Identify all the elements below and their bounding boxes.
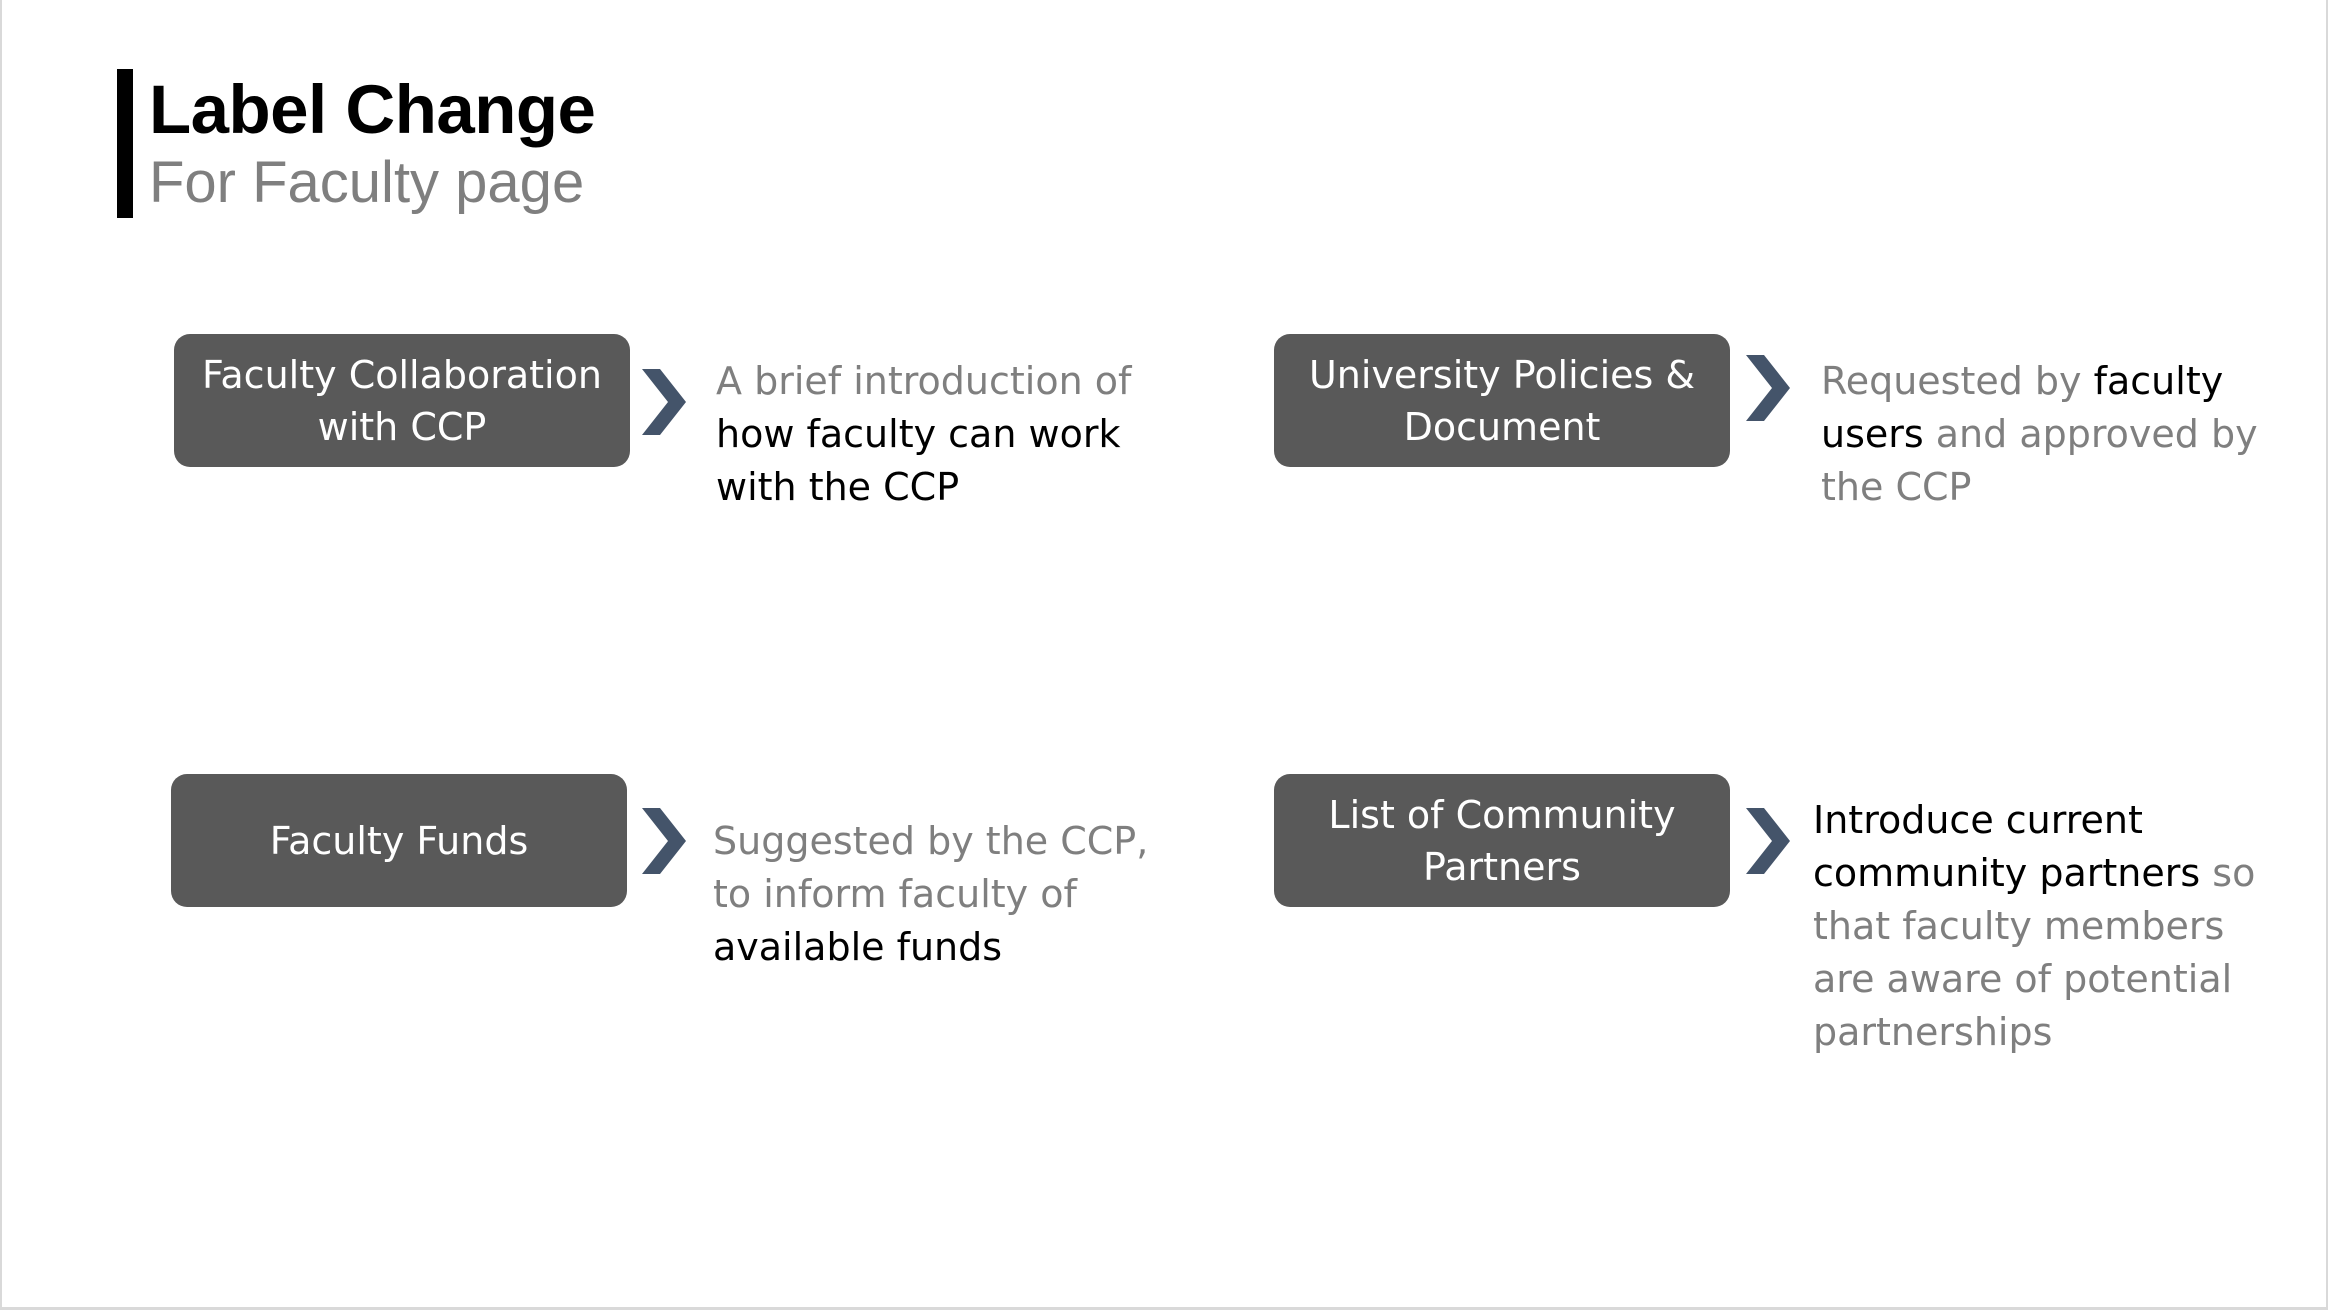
desc-line: A brief introduction of (716, 359, 1132, 403)
label-text: Faculty Collaboration with CCP (202, 352, 602, 449)
slide-title: Label Change (149, 71, 596, 148)
chevron-right-icon (642, 369, 686, 435)
label-faculty-funds: Faculty Funds (171, 774, 627, 907)
description-faculty-collaboration: A brief introduction of how faculty can … (716, 355, 1136, 514)
desc-line: are aware of potential (1813, 957, 2233, 1001)
label-community-partners: List of Community Partners (1274, 774, 1730, 907)
label-text: University Policies & Document (1308, 352, 1696, 449)
chevron-right-icon (1746, 355, 1790, 421)
desc-line: available funds (713, 925, 1003, 969)
chevron-right-icon (642, 808, 686, 874)
desc-line: partnerships (1813, 1010, 2053, 1054)
label-university-policies: University Policies & Document (1274, 334, 1730, 467)
desc-line: that faculty members (1813, 904, 2225, 948)
desc-line: how faculty can work (716, 412, 1121, 456)
desc-line: Introduce current (1813, 798, 2143, 842)
desc-line: users and approved by (1821, 412, 2258, 456)
desc-line: to inform faculty of (713, 872, 1077, 916)
title-accent-bar (117, 69, 133, 218)
desc-line: with the CCP (716, 465, 960, 509)
description-university-policies: Requested by faculty users and approved … (1821, 355, 2258, 514)
desc-line: community partners so (1813, 851, 2256, 895)
slide-subtitle: For Faculty page (149, 150, 585, 215)
description-community-partners: Introduce current community partners so … (1813, 794, 2256, 1059)
desc-line: Requested by faculty (1821, 359, 2224, 403)
description-faculty-funds: Suggested by the CCP, to inform faculty … (713, 815, 1149, 974)
label-text: Faculty Funds (269, 818, 529, 863)
label-faculty-collaboration: Faculty Collaboration with CCP (174, 334, 630, 467)
desc-line: Suggested by the CCP, (713, 819, 1149, 863)
label-text: List of Community Partners (1328, 792, 1676, 889)
desc-line: the CCP (1821, 465, 1972, 509)
chevron-right-icon (1746, 808, 1790, 874)
